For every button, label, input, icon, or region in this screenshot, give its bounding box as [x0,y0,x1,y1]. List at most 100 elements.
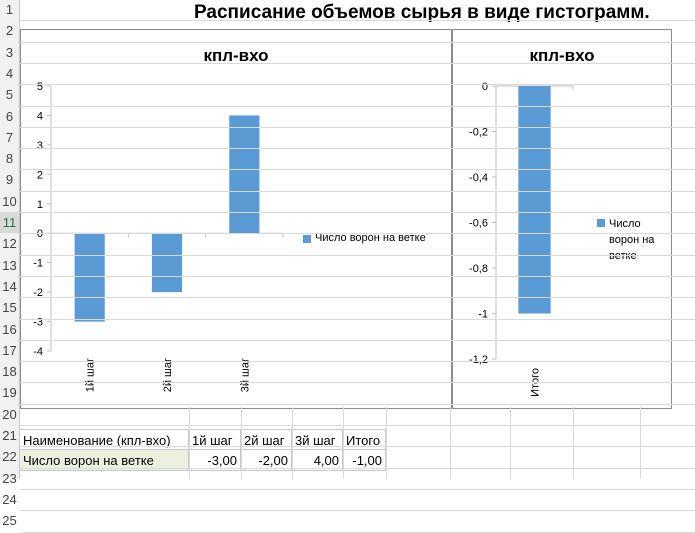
row-number[interactable]: 8 [5,151,14,167]
chart-legend: Число ворон на ветке [303,232,426,244]
row-number[interactable]: 16 [2,321,17,337]
grid-line [241,407,242,479]
legend-label: Число ворон на ветке [315,232,426,244]
table-header-step1[interactable]: 1й шаг [189,429,241,450]
row-number[interactable]: 11 [0,212,19,234]
table-header-name[interactable]: Наименование (кпл-вхо) [20,429,189,450]
row-number[interactable]: 24 [2,491,17,507]
grid-line [20,425,695,426]
table-cell-step3[interactable]: 4,00 [292,450,343,471]
y-tick-label: -0,8 [469,263,488,275]
grid-line [20,20,695,22]
row-number[interactable]: 25 [2,513,17,529]
row-number[interactable]: 12 [2,236,17,252]
grid-line [20,148,695,150]
row-number[interactable]: 21 [2,428,17,443]
y-tick-label: 4 [37,110,43,122]
table-row-label[interactable]: Число ворон на ветке [20,450,189,471]
row-number[interactable]: 17 [2,342,17,358]
row-number[interactable]: 20 [2,406,17,422]
row-number[interactable]: 15 [2,300,17,316]
row-number[interactable]: 1 [5,2,14,17]
table-header-step3[interactable]: 3й шаг [292,429,343,450]
bar [229,115,260,234]
grid-line [20,233,695,235]
x-tick-label: 3й шаг [239,358,251,392]
grid-line [20,403,695,405]
x-tick-label: 2й шаг [162,358,174,392]
grid-line [20,84,695,86]
grid-line [343,407,344,479]
row-number[interactable]: 10 [2,193,17,209]
grid-line [20,212,695,213]
legend-swatch [597,219,605,227]
row-number[interactable]: 9 [5,172,14,188]
grid-line [20,510,695,512]
row-number[interactable]: 22 [2,449,17,465]
row-number[interactable]: 7 [5,129,14,145]
grid-line [20,41,695,43]
row-number[interactable]: 19 [2,385,17,401]
y-tick-label: 2 [37,169,43,181]
y-tick-label: -1 [33,258,43,270]
table-cell-total[interactable]: -1,00 [343,450,386,471]
grid-line [20,318,695,320]
grid-line [573,407,574,479]
bar [518,86,551,314]
row-number[interactable]: 6 [5,108,14,124]
row-number[interactable]: 18 [2,364,17,380]
grid-line [450,407,451,479]
grid-line [20,62,695,64]
grid-line [20,467,695,469]
legend-label-line: ворон на [609,234,655,246]
grid-line [20,105,695,107]
y-tick-label: -1,2 [469,354,488,366]
row-number[interactable]: 13 [2,257,17,273]
grid-line [20,275,695,277]
table-cell-step2[interactable]: -2,00 [241,450,292,471]
row-header-column: 1 2 3 4 5 6 7 8 9 10 11 12 13 14 15 16 17 18 19 20 21 22 23 24 2… [0,0,20,528]
y-tick-label: 5 [37,81,43,93]
grid-line [20,446,695,448]
bar [151,233,183,293]
y-tick-label: -3 [33,317,43,329]
legend-swatch [303,235,311,243]
table-cell-step1[interactable]: -3,00 [189,450,241,471]
row-number[interactable]: 3 [5,44,14,60]
grid-line [20,126,695,128]
chart-title: кпл-вхо [529,46,595,65]
grid-line [640,407,641,479]
row-number[interactable]: 4 [5,65,14,81]
grid-line [20,339,695,341]
row-number[interactable]: 14 [2,278,17,294]
chart-legend: Число ворон на ветке [597,216,654,264]
grid-line [20,254,695,256]
y-tick-label: 0 [482,81,488,93]
row-number[interactable]: 23 [2,470,17,486]
grid-line [20,382,695,384]
grid-line [20,190,695,192]
row-number[interactable]: 5 [5,87,14,103]
legend-label-line: Число [609,218,641,230]
grid-line [189,407,190,479]
y-tick-label: -1 [478,309,488,321]
y-tick-label: 3 [37,140,43,152]
y-tick-label: -0,6 [469,218,488,230]
grid-line [20,531,695,533]
x-tick-label: 1й шаг [85,358,97,392]
grid-line [510,407,511,479]
chart-title: кпл-вхо [203,46,269,65]
row-number[interactable]: 2 [5,23,14,39]
y-tick-label: -2 [33,287,43,299]
grid-line [20,297,695,299]
y-tick-label: -0,4 [469,172,488,184]
y-tick-label: -0,2 [469,127,488,139]
grid-line [20,488,695,490]
legend-label-line: ветке [609,250,637,262]
chart-total[interactable]: кпл-вхо 0 -0,2 -0,4 -0,6 -0,8 -1 -1,2 Итого Чис… [452,29,672,409]
sheet-title[interactable]: Расписание объемов сырья в виде гистогра… [194,2,650,23]
y-tick-label: -4 [33,346,43,358]
table-header-total[interactable]: Итого [343,429,386,450]
table-header-step2[interactable]: 2й шаг [241,429,292,450]
